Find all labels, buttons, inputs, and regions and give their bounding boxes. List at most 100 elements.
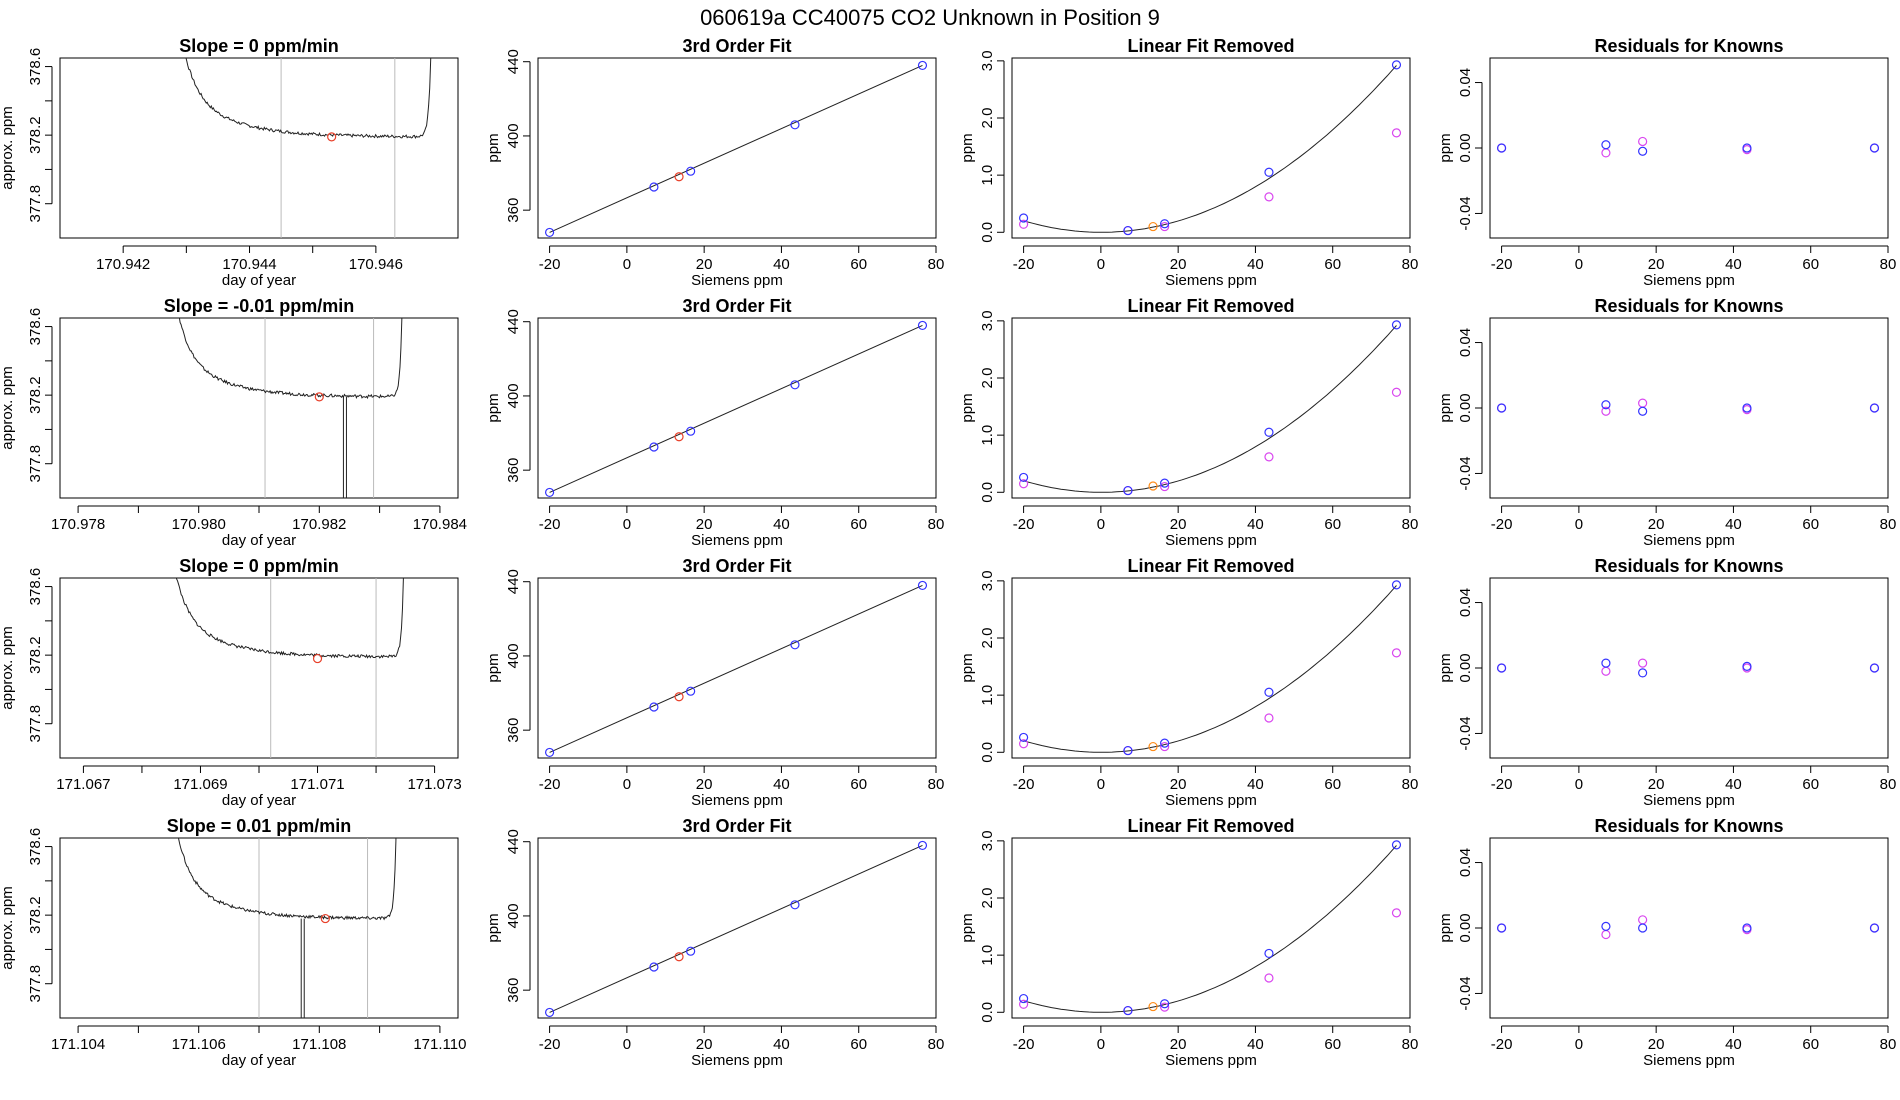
- plot-frame: [59, 57, 459, 239]
- y-axis: 360 400 440 ppm: [485, 569, 531, 743]
- y-tick-label: 360: [505, 458, 522, 483]
- x-tick-label: 20: [696, 1036, 713, 1053]
- x-axis: -20 0 20 40 60 80 Siemens ppm: [1491, 245, 1896, 289]
- y-tick-label: 3.0: [979, 570, 996, 591]
- blue-point: [1638, 668, 1648, 678]
- magenta-point: [1264, 713, 1274, 723]
- x-axis: -20 0 20 40 60 80 Siemens ppm: [1013, 505, 1418, 549]
- x-tick-label: 170.942: [96, 256, 150, 273]
- y-tick-label: 378.6: [27, 568, 44, 606]
- panel-title: Linear Fit Removed: [1127, 556, 1294, 576]
- panel-3-1: 3rd Order Fit -20 0 20 40 60 80 Siemens ppm 360 4…: [485, 816, 944, 1069]
- blue-point: [1742, 143, 1752, 153]
- blue-point: [1496, 403, 1507, 413]
- blue-point: [1742, 403, 1752, 413]
- red-point: [674, 432, 684, 442]
- plot-frame: [59, 317, 459, 499]
- blue-point: [1601, 921, 1611, 931]
- magenta-point: [1391, 128, 1402, 138]
- panel-title: 3rd Order Fit: [682, 556, 791, 576]
- blue-point: [917, 60, 928, 71]
- x-tick-label: 170.946: [349, 256, 403, 273]
- blue-point: [1601, 140, 1611, 150]
- fit-line: [549, 64, 923, 233]
- x-tick-label: 170.984: [413, 516, 467, 533]
- x-tick-label: 0: [1097, 776, 1105, 793]
- plot-frame: [1489, 577, 1889, 759]
- blue-point: [1496, 923, 1507, 933]
- x-tick-label: 40: [773, 776, 790, 793]
- plot-area: [544, 60, 928, 238]
- magenta-point: [1264, 973, 1274, 983]
- y-axis-label: approx. ppm: [0, 886, 16, 969]
- x-axis: -20 0 20 40 60 80 Siemens ppm: [1013, 765, 1418, 809]
- y-tick-label: 0.0: [979, 742, 996, 763]
- magenta-point: [1018, 219, 1029, 229]
- y-tick-label: 0.04: [1457, 848, 1474, 877]
- x-tick-label: 0: [623, 516, 631, 533]
- fit-line: [549, 844, 923, 1013]
- y-tick-label: 0.00: [1457, 913, 1474, 942]
- panel-3-2: Linear Fit Removed -20 0 20 40 60 80 Siemens pp…: [959, 816, 1418, 1069]
- x-tick-label: 60: [850, 516, 867, 533]
- y-tick-label: 378.2: [27, 636, 44, 674]
- blue-point: [1742, 661, 1752, 671]
- blue-point: [1869, 143, 1880, 153]
- orange-point: [1148, 221, 1158, 232]
- x-tick-label: 20: [1648, 516, 1665, 533]
- x-tick-label: 40: [773, 1036, 790, 1053]
- x-tick-label: 60: [1324, 516, 1341, 533]
- x-tick-label: -20: [539, 1036, 561, 1053]
- panel-1-3: Residuals for Knowns -20 0 20 40 60 80 Siemens …: [1437, 296, 1896, 549]
- x-tick-label: 80: [1880, 516, 1897, 533]
- y-axis: -0.04 0.00 0.04 ppm: [1437, 68, 1483, 231]
- panel-title: Residuals for Knowns: [1594, 296, 1783, 316]
- panel-title: 3rd Order Fit: [682, 36, 791, 56]
- x-axis: -20 0 20 40 60 80 Siemens ppm: [539, 765, 945, 809]
- x-tick-label: 171.073: [407, 776, 461, 793]
- x-tick-label: 0: [623, 1036, 631, 1053]
- blue-point: [1869, 663, 1880, 673]
- y-tick-label: 0.0: [979, 1002, 996, 1023]
- y-tick-label: 2.0: [979, 628, 996, 649]
- x-axis-label: Siemens ppm: [691, 532, 783, 549]
- concentration-trace: [177, 838, 397, 921]
- x-axis: -20 0 20 40 60 80 Siemens ppm: [539, 1025, 944, 1069]
- x-axis: -20 0 20 40 60 80 Siemens ppm: [1491, 765, 1897, 809]
- panel-1-1: 3rd Order Fit -20 0 20 40 60 80 Siemens ppm 360 4…: [485, 296, 944, 549]
- y-tick-label: 0.00: [1457, 653, 1474, 682]
- y-tick-label: 2.0: [979, 108, 996, 129]
- concentration-trace: [185, 58, 432, 140]
- red-point: [674, 172, 684, 182]
- panel-grid: Slope = 0 ppm/min 170.942 170.944 170.946 da…: [0, 36, 1897, 1069]
- x-tick-label: 0: [1097, 256, 1105, 273]
- x-tick-label: 80: [1402, 1036, 1419, 1053]
- blue-point: [1391, 60, 1402, 70]
- y-tick-label: 3.0: [979, 830, 996, 851]
- x-tick-label: 40: [1247, 256, 1264, 273]
- x-tick-label: 80: [1880, 776, 1897, 793]
- y-axis: 377.8 378.2 378.6 approx. ppm: [0, 48, 53, 222]
- y-tick-label: 377.8: [27, 445, 44, 483]
- x-tick-label: 20: [696, 776, 713, 793]
- magenta-point: [1638, 136, 1648, 147]
- blue-point: [1018, 993, 1029, 1004]
- panel-3-3: Residuals for Knowns -20 0 20 40 60 80 Siemens …: [1437, 816, 1896, 1069]
- plot-area: [1018, 320, 1402, 496]
- plot-area: [178, 318, 403, 498]
- panel-1-2: Linear Fit Removed -20 0 20 40 60 80 Siemens pp…: [959, 296, 1418, 549]
- x-tick-label: 0: [1575, 516, 1583, 533]
- x-axis: 171.067 171.069 171.071 171.073 day of year: [56, 765, 462, 809]
- x-tick-label: 80: [928, 776, 945, 793]
- x-tick-label: 60: [1324, 1036, 1341, 1053]
- fit-curve: [1023, 845, 1397, 1013]
- x-tick-label: 80: [1402, 256, 1419, 273]
- magenta-point: [1018, 739, 1029, 749]
- x-tick-label: 171.071: [290, 776, 344, 793]
- orange-point: [1148, 1001, 1158, 1012]
- plot-area: [544, 840, 928, 1018]
- x-tick-label: 40: [1247, 516, 1264, 533]
- blue-point: [1601, 400, 1611, 410]
